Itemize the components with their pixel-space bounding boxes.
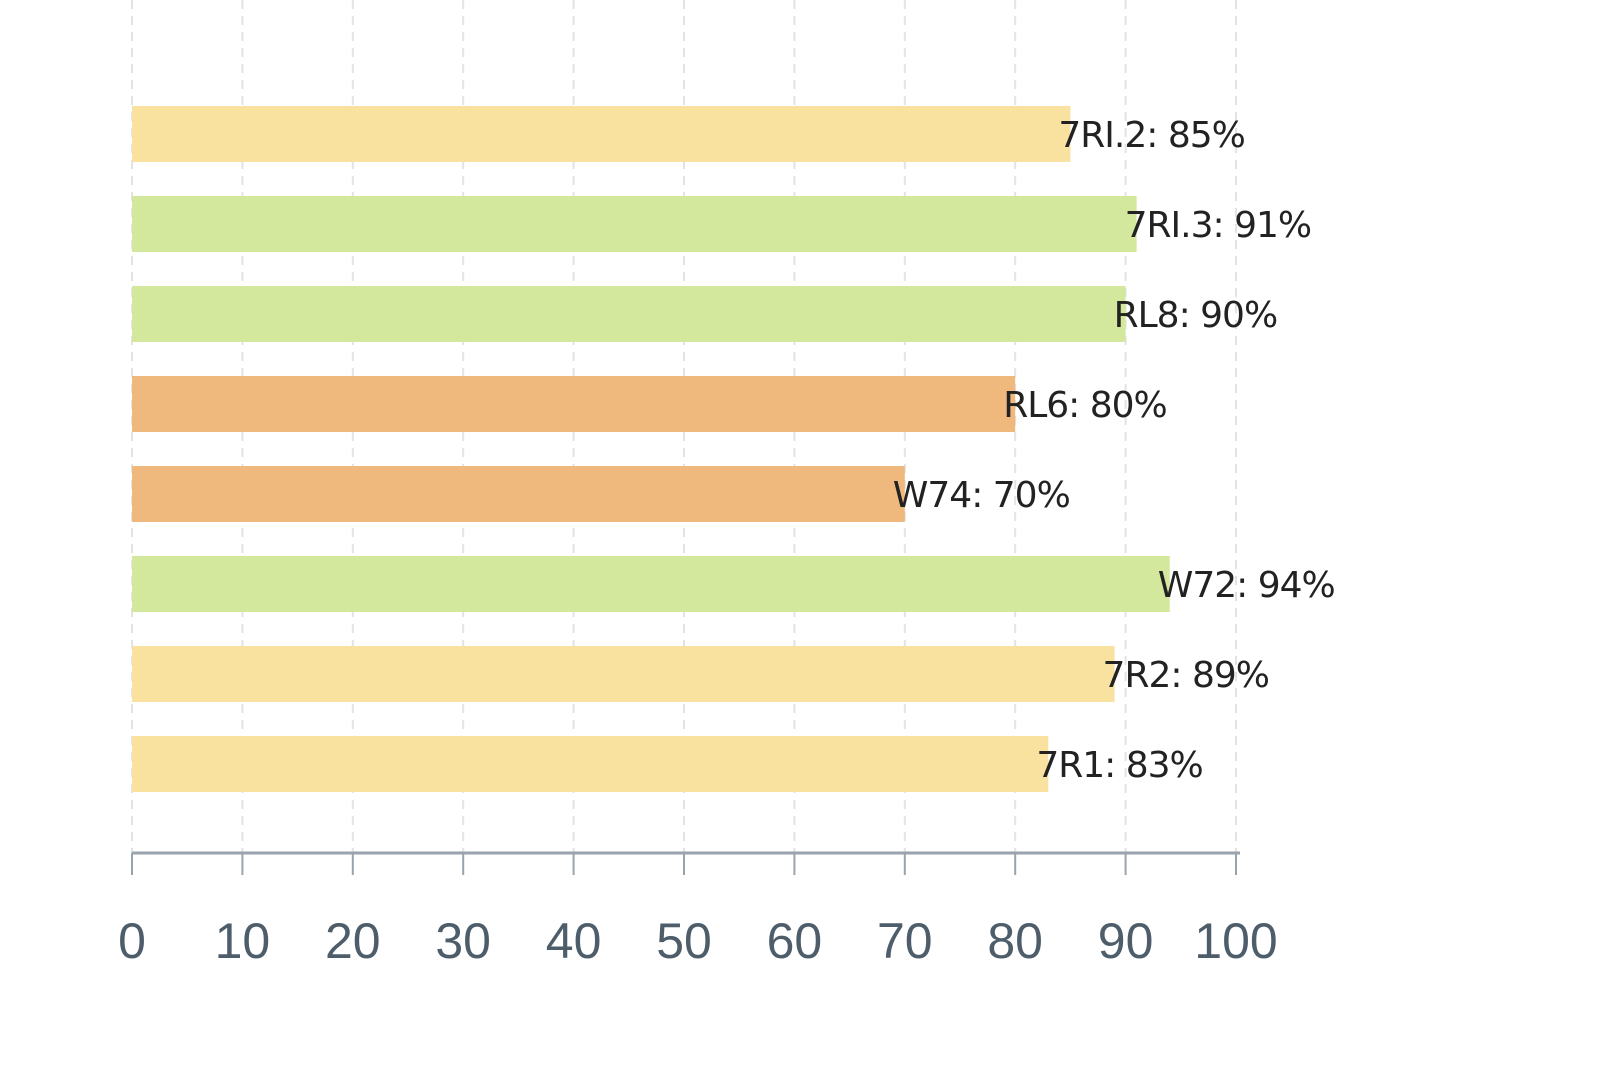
bar (132, 466, 905, 522)
bar-value-label: 7RI.2: 85% (1058, 115, 1244, 156)
x-tick-label: 30 (435, 913, 491, 969)
bar-value-label: RL6: 80% (1003, 385, 1167, 426)
bars (132, 106, 1170, 792)
bar-value-label: 7R2: 89% (1103, 655, 1269, 696)
x-tick-label: 80 (987, 913, 1043, 969)
x-tick-label: 100 (1194, 913, 1277, 969)
bar-value-label: 7RI.3: 91% (1125, 205, 1311, 246)
bar-value-label: RL8: 90% (1114, 295, 1278, 336)
bar (132, 106, 1071, 162)
x-tick-label: 40 (546, 913, 602, 969)
bar (132, 376, 1016, 432)
x-tick-label: 50 (656, 913, 712, 969)
x-tick-label: 70 (877, 913, 933, 969)
x-tick-label: 60 (767, 913, 823, 969)
x-tick-label: 0 (118, 913, 146, 969)
x-axis: 0 10 20 30 40 50 60 70 80 90 100 (118, 851, 1278, 969)
gridlines (131, 0, 1237, 853)
x-tick-label: 90 (1098, 913, 1154, 969)
bar (132, 646, 1115, 702)
bar-value-label: W72: 94% (1158, 565, 1335, 606)
bar-value-label: 7R1: 83% (1036, 745, 1202, 786)
bar (132, 286, 1126, 342)
bar (132, 736, 1049, 792)
bar (132, 196, 1137, 252)
x-tick-label: 20 (325, 913, 381, 969)
bar-labels: 7RI.2: 85% 7RI.3: 91% RL8: 90% RL6: 80% W74:… (893, 115, 1336, 786)
bar (132, 556, 1170, 612)
bar-value-label: W74: 70% (893, 475, 1070, 516)
x-tick-label: 10 (215, 913, 271, 969)
